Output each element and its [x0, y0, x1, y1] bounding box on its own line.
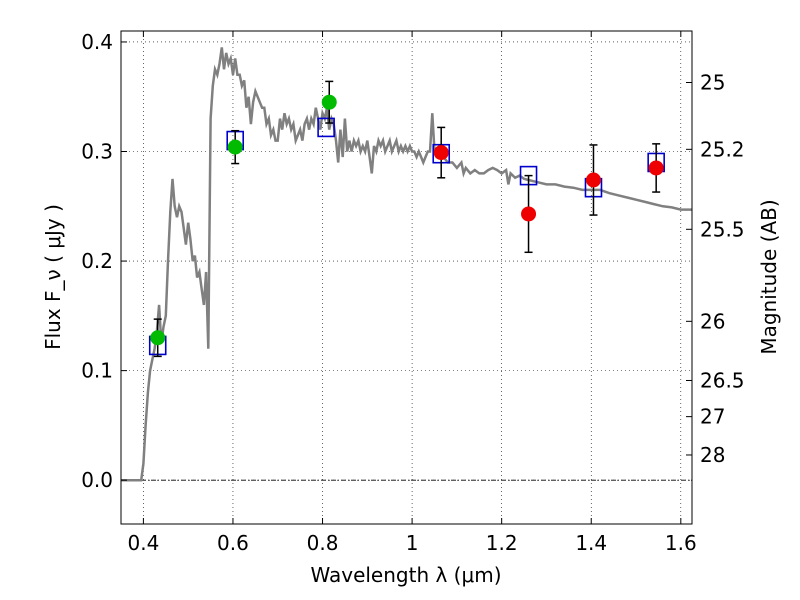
x-tick-label: 1	[406, 531, 419, 555]
right-axis-ticks: 25 25.2 25.5 26 26.5 27 28	[686, 70, 745, 467]
model-point-square	[317, 117, 335, 138]
green-data-point	[321, 94, 337, 110]
green-data-points	[150, 94, 337, 346]
x-axis-ticks: 0.4 0.6 0.8 1 1.2 1.4 1.6	[127, 31, 697, 555]
red-data-point	[521, 206, 537, 222]
right-tick-label: 28	[700, 443, 725, 467]
right-tick-label: 27	[700, 405, 725, 429]
y-axis-label: Flux F_ν ( μJy )	[41, 204, 65, 350]
y-tick-label: 0.2	[81, 249, 113, 273]
right-tick-label: 26	[700, 309, 725, 333]
plot-frame	[120, 30, 693, 525]
x-tick-label: 1.6	[665, 531, 697, 555]
green-data-point	[150, 330, 166, 346]
x-axis-label: Wavelength λ (μm)	[310, 563, 501, 587]
x-tick-label: 0.4	[127, 531, 159, 555]
y-tick-label: 0.1	[81, 359, 113, 383]
y-tick-label: 0.0	[81, 468, 113, 492]
right-axis-label: Magnitude (AB)	[757, 199, 781, 354]
red-data-points	[433, 145, 664, 222]
y-axis-ticks: 0.0 0.1 0.2 0.3 0.4	[81, 30, 127, 492]
red-data-point	[433, 145, 449, 161]
x-tick-label: 1.4	[575, 531, 607, 555]
right-tick-label: 26.5	[700, 368, 745, 392]
right-tick-label: 25.2	[700, 137, 745, 161]
right-tick-label: 25	[700, 70, 725, 94]
y-tick-label: 0.3	[81, 140, 113, 164]
x-tick-label: 0.8	[307, 531, 339, 555]
x-tick-label: 0.6	[217, 531, 249, 555]
red-data-point	[585, 172, 601, 188]
right-tick-label: 25.5	[700, 217, 745, 241]
x-tick-label: 1.2	[486, 531, 518, 555]
red-data-point	[648, 160, 664, 176]
green-data-point	[227, 139, 243, 155]
y-tick-label: 0.4	[81, 30, 113, 54]
